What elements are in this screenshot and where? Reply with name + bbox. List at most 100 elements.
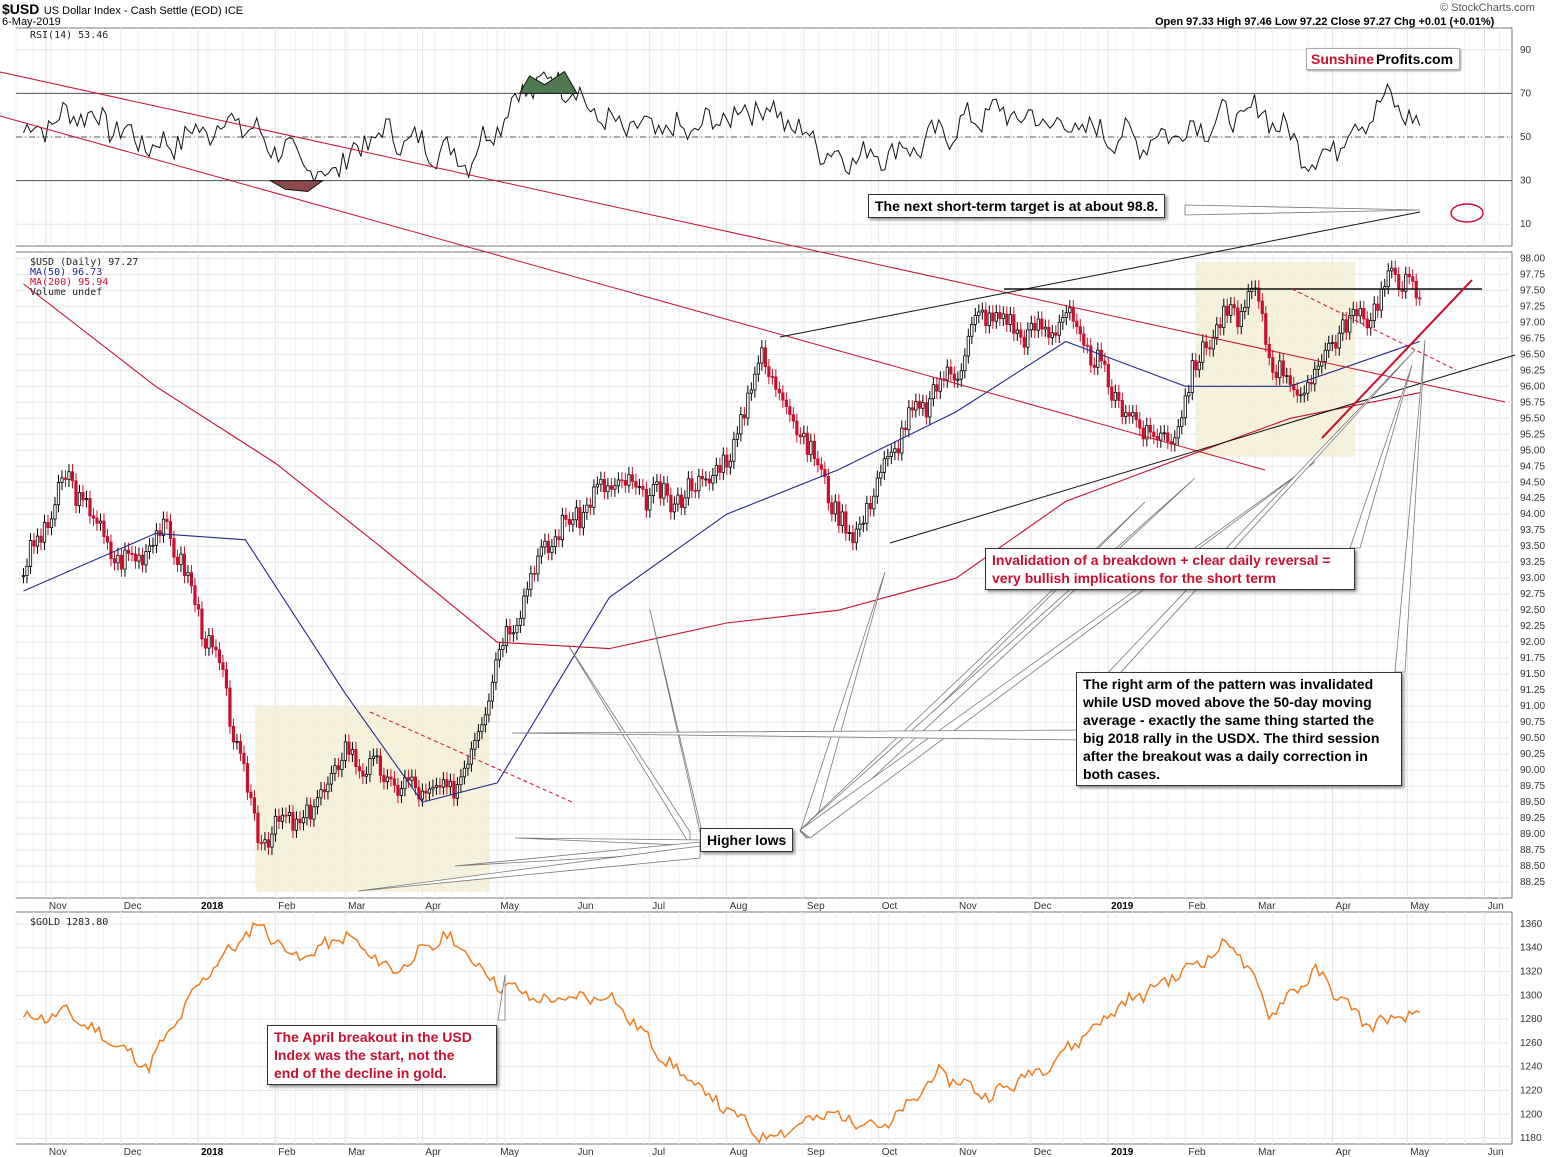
candle-body	[900, 427, 904, 454]
candle-body	[1071, 307, 1075, 322]
x-tick-label-gold: Oct	[882, 1147, 898, 1157]
candle-body	[441, 779, 446, 788]
candle-body	[546, 540, 550, 554]
y-tick-label: 50	[1520, 132, 1532, 143]
candle-body	[1411, 276, 1415, 282]
y-tick-label: 1280	[1520, 1014, 1543, 1025]
candle-body	[1362, 308, 1366, 320]
logo-part2: Profits.com	[1374, 51, 1456, 67]
x-tick-label-gold: Dec	[1034, 1147, 1052, 1157]
april-breakout-callout: The April breakout in the USD Index was …	[267, 1025, 497, 1085]
right-arm-callout: The right arm of the pattern was invalid…	[1076, 672, 1402, 786]
candle-body	[627, 474, 631, 486]
candle-body	[186, 572, 190, 576]
right-arm-line-6: both cases.	[1083, 766, 1161, 782]
candle-body	[1211, 336, 1215, 350]
candle-body	[1302, 392, 1306, 396]
candle-body	[224, 669, 229, 689]
candle-body	[921, 402, 925, 409]
candle-body	[1005, 313, 1009, 325]
candle-body	[91, 515, 96, 519]
candle-body	[644, 488, 648, 511]
x-tick-label-gold: Jun	[1488, 1147, 1504, 1157]
candle-body	[805, 432, 809, 455]
candle-body	[875, 477, 879, 497]
y-tick-label: 91.25	[1520, 685, 1545, 696]
candle-body	[98, 520, 103, 524]
candle-body	[497, 649, 502, 661]
candle-body	[1176, 426, 1180, 439]
candle-body	[886, 456, 890, 460]
x-tick-label-gold: Dec	[124, 1147, 142, 1157]
candle-body	[1369, 320, 1373, 329]
candle-body	[144, 551, 148, 566]
candle-body	[1001, 313, 1005, 319]
sunshine-profits-logo: Sunshine Profits.com	[1306, 48, 1461, 70]
candle-body	[1040, 318, 1044, 330]
x-tick-label: Aug	[730, 901, 748, 912]
candle-body	[994, 312, 998, 322]
y-tick-label: 90.75	[1520, 717, 1545, 728]
candle-body	[273, 815, 278, 835]
april-line-1: The April breakout in the USD	[274, 1029, 472, 1045]
candle-body	[1344, 319, 1348, 333]
candle-body	[455, 784, 460, 799]
candle-body	[1019, 329, 1023, 338]
candle-body	[539, 546, 543, 557]
candle-body	[298, 818, 302, 824]
candle-body	[686, 478, 690, 499]
candle-body	[200, 608, 204, 640]
x-tick-label: Nov	[49, 901, 67, 912]
candle-body	[777, 388, 781, 394]
candle-body	[116, 554, 120, 564]
candle-body	[214, 646, 218, 651]
candle-body	[896, 448, 900, 454]
x-tick-label: Feb	[1188, 901, 1206, 912]
y-tick-label: 1220	[1520, 1085, 1543, 1096]
candle-body	[1271, 357, 1275, 373]
candle-body	[487, 700, 491, 716]
candle-body	[970, 324, 974, 337]
x-tick-label: 2019	[1111, 901, 1134, 912]
candle-body	[382, 774, 386, 783]
candle-body	[1085, 344, 1089, 347]
candle-body	[578, 507, 582, 529]
candle-body	[949, 366, 953, 375]
candle-body	[980, 309, 984, 313]
candle-body	[140, 554, 145, 566]
candle-body	[966, 335, 970, 357]
candle-body	[924, 402, 928, 418]
candle-body	[1173, 437, 1177, 445]
rsi-line	[23, 71, 1421, 184]
candle-body	[725, 454, 729, 468]
candle-body	[585, 504, 589, 513]
candle-body	[364, 773, 369, 777]
y-tick-label: 89.50	[1520, 797, 1545, 808]
candle-body	[1047, 326, 1051, 338]
candle-body	[742, 414, 746, 419]
candle-body	[308, 804, 313, 820]
candle-body	[959, 370, 963, 380]
candle-body	[137, 554, 141, 562]
candle-body	[60, 477, 64, 483]
candle-body	[791, 414, 795, 422]
y-tick-label: 98.00	[1520, 253, 1545, 264]
candle-body	[1309, 382, 1313, 385]
candle-body	[935, 384, 939, 392]
candle-body	[1134, 412, 1138, 421]
candle-body	[1061, 317, 1065, 323]
candle-body	[1110, 386, 1114, 401]
candle-body	[977, 311, 981, 317]
x-tick-label-gold: Apr	[425, 1147, 441, 1157]
candle-body	[32, 540, 36, 547]
candle-body	[1229, 304, 1233, 316]
candle-body	[1113, 391, 1117, 401]
candle-body	[329, 772, 334, 785]
candle-body	[476, 731, 481, 741]
x-tick-label: 2018	[201, 901, 224, 912]
candle-body	[1022, 336, 1026, 348]
candle-body	[613, 485, 617, 490]
candle-body	[571, 519, 575, 525]
candle-body	[1015, 329, 1019, 334]
candle-body	[1194, 360, 1198, 371]
